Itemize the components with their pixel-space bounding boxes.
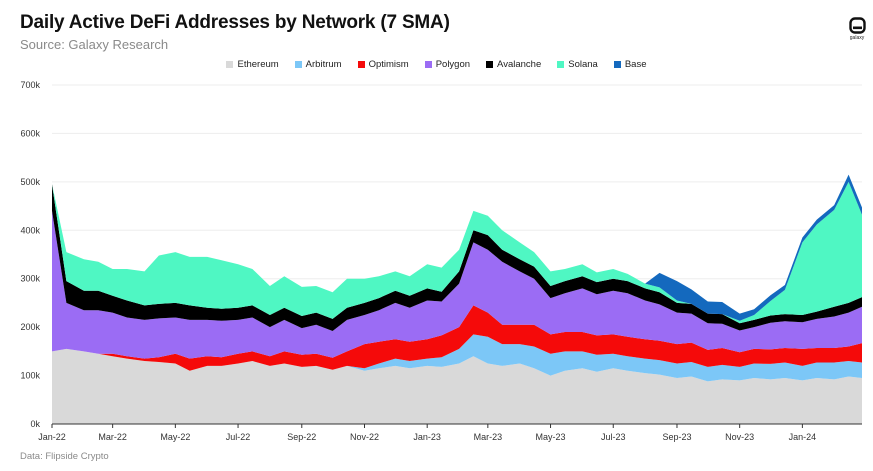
data-source-note: Data: Flipside Crypto [20,451,109,462]
y-tick-label: 700k [20,80,40,90]
x-tick-label: Mar-23 [474,432,503,442]
legend-label: Optimism [368,59,409,70]
y-tick-label: 300k [20,274,40,284]
legend-item-avalanche: Avalanche [486,59,541,70]
y-tick-label: 200k [20,322,40,332]
legend-item-optimism: Optimism [357,59,409,70]
logo-text: galaxy [849,35,865,41]
legend-swatch [357,61,365,68]
y-tick-label: 400k [20,225,40,235]
legend-label: Arbitrum [305,59,342,70]
x-tick-label: Jul-23 [601,432,626,442]
galaxy-logo: galaxy [843,17,871,41]
y-tick-label: 0k [30,419,40,429]
galaxy-logo-icon [848,17,866,34]
legend-item-base: Base [613,59,647,70]
x-tick-label: May-23 [536,432,566,442]
series-area-base [52,174,862,321]
legend-item-ethereum: Ethereum [226,59,279,70]
legend-label: Ethereum [237,59,279,70]
legend-swatch [557,61,565,68]
x-tick-label: Nov-23 [725,432,754,442]
legend-swatch [486,61,494,68]
legend-item-solana: Solana [557,59,598,70]
legend-swatch [424,61,432,68]
x-tick-label: Jan-23 [413,432,441,442]
x-tick-label: Nov-22 [350,432,379,442]
x-tick-label: Jul-22 [226,432,251,442]
chart-legend: Ethereum Arbitrum Optimism Polygon Avalanche… [0,59,873,70]
series-area-avalanche [52,184,862,331]
series-area-polygon [52,210,862,359]
chart-subtitle: Source: Galaxy Research [20,37,169,52]
x-tick-label: Sep-23 [662,432,691,442]
series-area-ethereum [52,348,862,424]
series-area-optimism [52,305,862,371]
legend-swatch [294,61,302,68]
legend-swatch [613,61,621,68]
y-tick-label: 600k [20,128,40,138]
legend-label: Polygon [435,59,471,70]
x-tick-label: Sep-22 [287,432,316,442]
x-tick-label: Mar-22 [98,432,127,442]
legend-label: Base [624,59,647,70]
series-area-solana [52,181,862,324]
chart-title: Daily Active DeFi Addresses by Network (… [20,12,450,33]
y-tick-label: 500k [20,177,40,187]
y-tick-label: 100k [20,371,40,381]
x-tick-label: May-22 [160,432,190,442]
series-area-arbitrum [52,334,862,382]
legend-item-arbitrum: Arbitrum [294,59,342,70]
x-tick-label: Jan-24 [789,432,817,442]
legend-label: Avalanche [497,59,542,70]
x-tick-label: Jan-22 [38,432,66,442]
legend-item-polygon: Polygon [424,59,471,70]
legend-swatch [226,61,234,68]
legend-label: Solana [568,59,598,70]
